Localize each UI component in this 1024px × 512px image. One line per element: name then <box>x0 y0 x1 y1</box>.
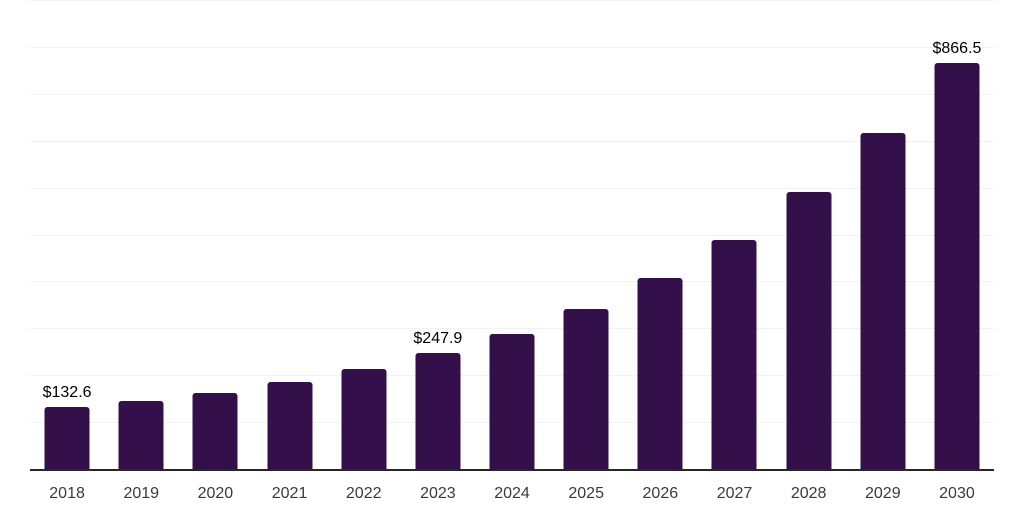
gridline-500 <box>30 234 994 236</box>
x-tick-2027: 2027 <box>716 485 753 502</box>
x-tick-2030: 2030 <box>939 485 975 502</box>
bar-value-label-2018: $132.6 <box>42 383 92 401</box>
x-tick-2018: 2018 <box>49 485 85 502</box>
bars-row: $132.6 $247.9 $866.5 <box>30 0 994 469</box>
bar-slot-2018: $132.6 <box>30 0 104 469</box>
bar-slot-2021 <box>252 0 326 469</box>
x-tick-2023: 2023 <box>420 485 456 502</box>
bar-2030 <box>934 62 980 469</box>
bar-slot-2023: $247.9 <box>401 0 475 469</box>
bar-slot-2026 <box>623 0 697 469</box>
bar-2019 <box>118 400 164 469</box>
bar-2024 <box>489 333 535 469</box>
x-tick-2024: 2024 <box>494 485 530 502</box>
bar-slot-2030: $866.5 <box>920 0 994 469</box>
x-tick-2028: 2028 <box>790 485 827 502</box>
x-tick-2021: 2021 <box>271 485 308 502</box>
bar-value-label-2030: $866.5 <box>932 39 982 57</box>
gridline-600 <box>30 187 994 189</box>
bar-slot-2029 <box>846 0 920 469</box>
bar-slot-2025 <box>549 0 623 469</box>
x-tick-2026: 2026 <box>642 485 679 502</box>
x-tick-2025: 2025 <box>568 485 604 502</box>
bar-2029 <box>860 133 906 469</box>
plot-area: $132.6 $247.9 $866.5 <box>30 0 994 469</box>
gridline-400 <box>30 281 994 283</box>
bar-2026 <box>637 277 683 469</box>
bar-2021 <box>267 381 313 469</box>
bar-slot-2022 <box>327 0 401 469</box>
gridline-700 <box>30 140 994 142</box>
bar-2028 <box>786 192 832 469</box>
bar-slot-2027 <box>697 0 771 469</box>
bar-2023 <box>415 352 461 469</box>
x-tick-2029: 2029 <box>865 485 901 502</box>
bar-2022 <box>341 368 387 469</box>
gridline-1000 <box>30 0 994 1</box>
x-tick-2020: 2020 <box>197 485 234 502</box>
bar-slot-2028 <box>772 0 846 469</box>
bar-slot-2019 <box>104 0 178 469</box>
x-axis-labels: 2018 2019 2020 2021 2022 2023 2024 2025 2026 2027… <box>30 486 994 502</box>
x-axis-line <box>30 469 994 471</box>
bar-2027 <box>711 239 757 469</box>
bar-slot-2020 <box>178 0 252 469</box>
x-tick-2022: 2022 <box>345 485 382 502</box>
gridline-900 <box>30 46 994 48</box>
bar-2020 <box>192 392 238 469</box>
bar-2025 <box>563 308 609 469</box>
bar-value-label-2023: $247.9 <box>413 329 463 347</box>
gridline-800 <box>30 93 994 95</box>
bar-slot-2024 <box>475 0 549 469</box>
gridline-300 <box>30 328 994 330</box>
bar-2018 <box>44 406 90 469</box>
x-tick-2019: 2019 <box>123 485 160 502</box>
